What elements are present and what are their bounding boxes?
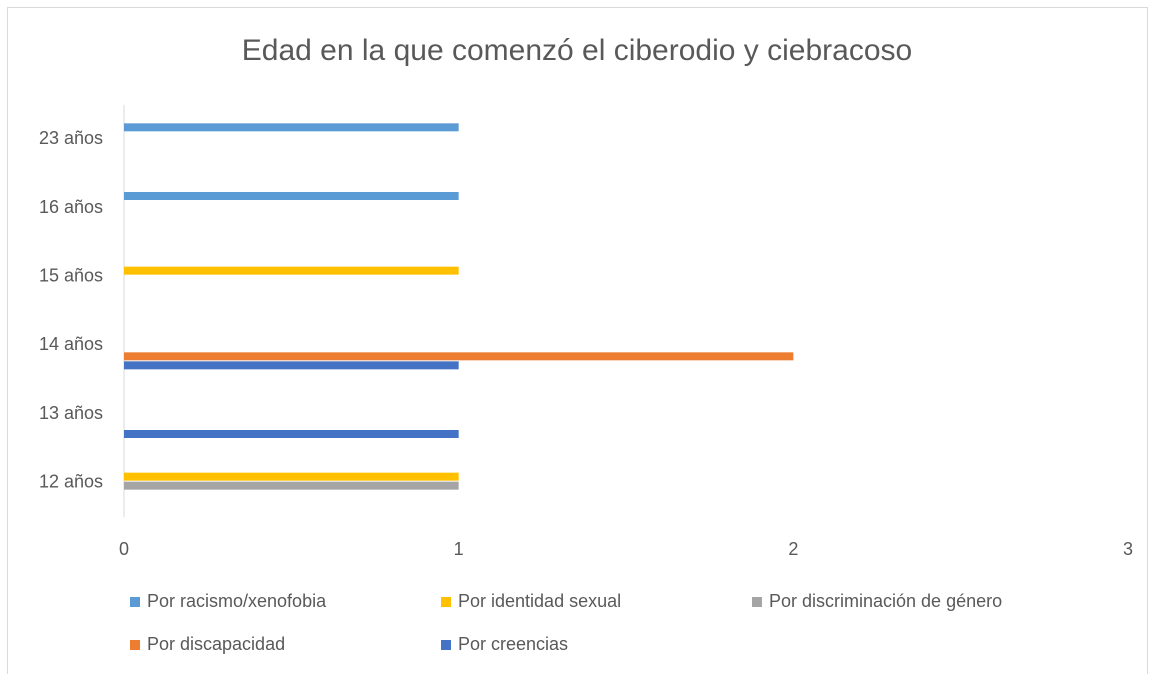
legend-swatch: [130, 597, 140, 607]
bar: [124, 361, 459, 370]
bar: [124, 481, 459, 490]
legend-swatch: [441, 597, 451, 607]
x-tick-label: 3: [1123, 539, 1133, 559]
legend-label: Por identidad sexual: [458, 591, 621, 611]
legend-swatch: [441, 640, 451, 650]
bar: [124, 352, 794, 361]
bar: [124, 472, 459, 481]
y-tick-label: 13 años: [39, 403, 103, 423]
bar: [124, 123, 459, 132]
chart-title: Edad en la que comenzó el ciberodio y ci…: [242, 34, 912, 67]
y-tick-label: 23 años: [39, 128, 103, 148]
legend-swatch: [130, 640, 140, 650]
legend-label: Por racismo/xenofobia: [147, 591, 327, 611]
bar: [124, 430, 459, 438]
y-tick-label: 15 años: [39, 265, 103, 285]
bar: [124, 266, 459, 275]
bar: [124, 192, 459, 200]
y-tick-label: 16 años: [39, 197, 103, 217]
chart-frame: [7, 7, 1148, 674]
x-tick-label: 1: [454, 539, 464, 559]
legend-label: Por discriminación de género: [769, 591, 1002, 611]
y-tick-label: 12 años: [39, 471, 103, 491]
x-tick-label: 2: [788, 539, 798, 559]
x-tick-label: 0: [119, 539, 129, 559]
legend-swatch: [752, 597, 762, 607]
y-tick-label: 14 años: [39, 334, 103, 354]
legend-label: Por discapacidad: [147, 634, 285, 654]
legend-label: Por creencias: [458, 634, 568, 654]
